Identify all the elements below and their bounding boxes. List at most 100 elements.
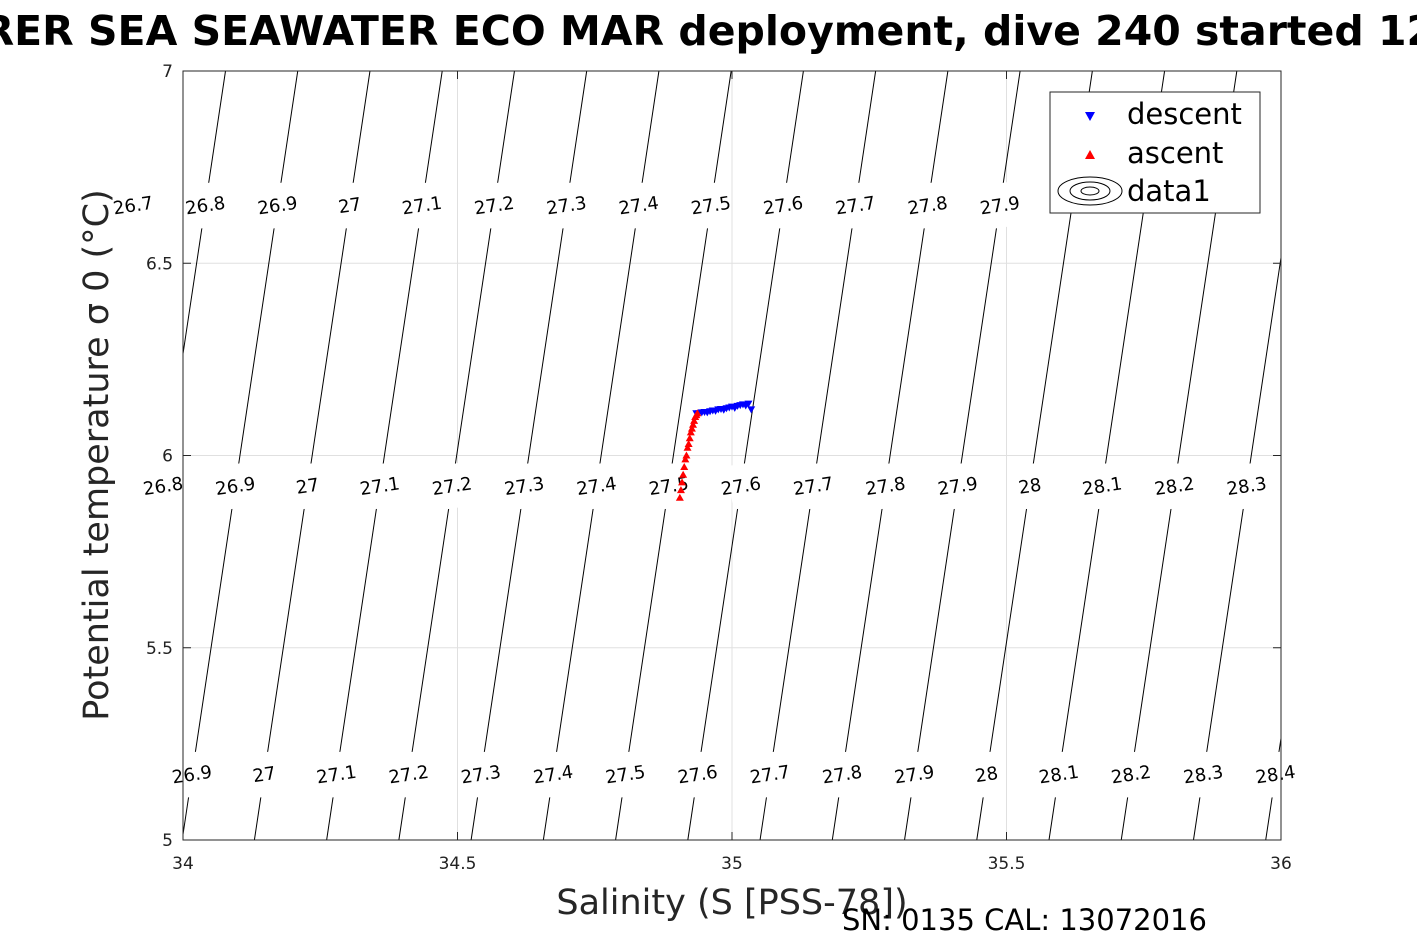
contour-label-bg-2-4 — [466, 751, 496, 799]
y-tick-label-2: 6 — [162, 447, 173, 467]
contour-label-0-3: 27 — [337, 194, 363, 218]
contour-label-bg-1-13 — [1088, 462, 1117, 510]
contour-label-2-4: 27.3 — [460, 762, 503, 789]
contour-label-0-11: 27.8 — [906, 193, 949, 220]
contour-label-bg-0-1 — [191, 182, 220, 229]
contour-label-2-11: 28 — [974, 763, 1000, 787]
contour-label-bg-1-12 — [1015, 462, 1045, 510]
legend: descent ascent data1 — [1049, 91, 1261, 214]
y-tick-label-1: 5.5 — [146, 639, 173, 659]
contour-label-1-5: 27.3 — [503, 473, 546, 500]
x-axis-label: Salinity (S [PSS-78]) — [556, 883, 907, 923]
x-tick-label-0: 34 — [172, 854, 194, 874]
contour-label-1-12: 28 — [1017, 475, 1043, 499]
contour-label-0-6: 27.3 — [545, 193, 588, 220]
contour-label-1-2: 27 — [295, 475, 321, 499]
ascent-point-6 — [682, 451, 691, 459]
contour-label-bg-2-9 — [827, 751, 857, 799]
contour-label-bg-1-0 — [148, 462, 178, 510]
contour-label-1-15: 28.3 — [1225, 473, 1268, 500]
contour-label-0-0: 26.7 — [112, 193, 155, 220]
data-points — [675, 400, 756, 501]
contour-label-2-15: 28.4 — [1254, 762, 1297, 789]
ascent-point-8 — [684, 439, 693, 447]
contour-label-bg-0-2 — [263, 182, 292, 229]
x-tick-label-4: 36 — [1270, 854, 1292, 874]
contour-label-2-9: 27.8 — [821, 762, 864, 789]
y-tick-label-3: 6.5 — [146, 254, 173, 274]
ascent-point-0 — [675, 493, 684, 501]
contour-label-bg-1-7 — [654, 462, 683, 510]
y-axis-label-text: Potential temperature σ 0 (°C) — [77, 189, 117, 721]
contour-label-2-7: 27.6 — [676, 762, 719, 789]
contour-label-bg-1-6 — [582, 462, 611, 510]
contour-label-1-9: 27.7 — [792, 473, 835, 500]
contour-label-1-10: 27.8 — [864, 473, 907, 500]
contour-label-bg-0-6 — [552, 182, 581, 229]
contour-label-bg-1-5 — [510, 462, 539, 510]
ascent-point-12 — [689, 420, 698, 428]
contour-label-bg-1-10 — [871, 462, 900, 510]
contour-label-1-6: 27.4 — [575, 473, 618, 500]
ascent-point-7 — [683, 443, 692, 451]
legend-contour-symbol — [1057, 176, 1123, 206]
contour-label-1-4: 27.2 — [431, 473, 474, 500]
contour-label-bg-2-7 — [683, 751, 712, 799]
contour-label-bg-1-9 — [799, 462, 828, 510]
ascent-point-1 — [676, 486, 685, 494]
contour-label-2-12: 28.1 — [1038, 762, 1081, 789]
contour-label-bg-0-11 — [913, 182, 942, 229]
contour-line-20 — [1192, 257, 1282, 841]
contour-label-bg-2-13 — [1116, 751, 1146, 799]
contour-label-0-8: 27.5 — [690, 193, 733, 220]
contour-label-1-1: 26.9 — [214, 473, 257, 500]
contour-label-0-4: 27.1 — [401, 193, 444, 220]
contour-label-1-8: 27.6 — [720, 473, 763, 500]
legend-ascent-marker — [1085, 150, 1095, 159]
contour-label-0-10: 27.7 — [834, 193, 877, 220]
contour-label-bg-0-9 — [769, 182, 798, 229]
ascent-point-10 — [686, 428, 695, 436]
contour-label-1-14: 28.2 — [1153, 473, 1196, 500]
x-tick-label-3: 35.5 — [988, 854, 1026, 874]
contour-label-bg-0-8 — [696, 182, 726, 229]
contour-label-2-0: 26.9 — [171, 762, 214, 789]
descent-point-20 — [747, 406, 756, 414]
x-tick-label-1: 34.5 — [439, 854, 477, 874]
contour-label-2-5: 27.4 — [532, 762, 575, 789]
legend-descent-marker — [1085, 112, 1095, 121]
contour-label-bg-2-14 — [1189, 751, 1218, 799]
contour-label-bg-0-4 — [407, 182, 437, 229]
contour-label-bg-1-11 — [943, 462, 972, 510]
contour-label-1-13: 28.1 — [1081, 473, 1124, 500]
contour-label-0-7: 27.4 — [617, 193, 660, 220]
contour-label-0-9: 27.6 — [762, 193, 805, 220]
contour-label-2-10: 27.9 — [893, 762, 936, 789]
contour-label-bg-2-10 — [900, 751, 929, 799]
legend-box — [1049, 91, 1261, 214]
contour-label-bg-2-3 — [394, 751, 423, 799]
contour-label-bg-1-8 — [726, 462, 756, 510]
legend-ascent-label: ascent — [1127, 136, 1223, 170]
y-tick-label-0: 5 — [162, 831, 173, 851]
contour-label-bg-1-3 — [365, 462, 394, 510]
contour-label-bg-2-2 — [322, 751, 351, 799]
contour-label-bg-0-0 — [118, 182, 148, 229]
contour-label-0-12: 27.9 — [979, 193, 1022, 220]
contour-label-bg-2-5 — [539, 751, 568, 799]
legend-data1-label: data1 — [1127, 174, 1211, 208]
contour-label-bg-2-11 — [972, 751, 1001, 799]
contour-label-bg-1-14 — [1160, 462, 1189, 510]
contour-label-bg-2-8 — [755, 751, 785, 799]
contour-label-1-11: 27.9 — [936, 473, 979, 500]
contour-label-bg-0-3 — [335, 182, 364, 229]
contour-label-1-3: 27.1 — [358, 473, 401, 500]
contour-label-bg-2-6 — [611, 751, 640, 799]
ascent-point-4 — [680, 463, 689, 471]
contour-label-bg-0-7 — [624, 182, 653, 229]
contour-label-1-0: 26.8 — [142, 473, 185, 500]
contour-label-bg-1-15 — [1232, 462, 1261, 510]
contour-label-2-1: 27 — [251, 763, 277, 787]
contour-label-bg-0-5 — [480, 182, 509, 229]
ascent-point-5 — [681, 455, 690, 463]
